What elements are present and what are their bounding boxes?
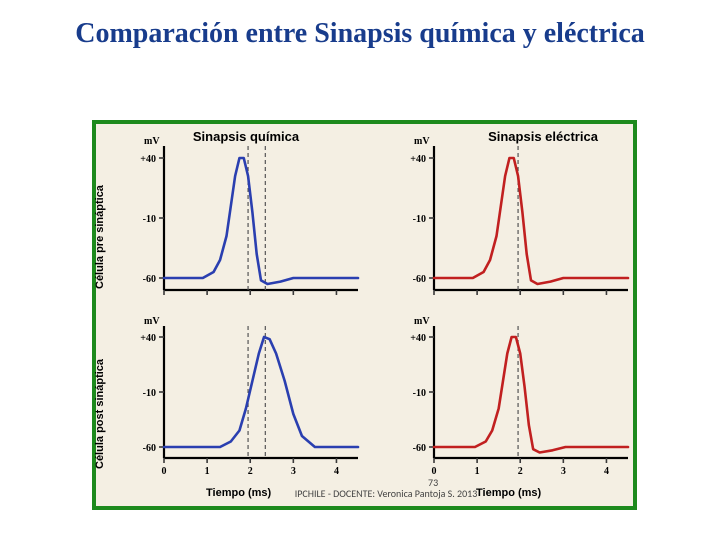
svg-text:-60: -60 (143, 443, 156, 454)
svg-text:-60: -60 (413, 443, 426, 454)
svg-text:+40: +40 (140, 154, 156, 165)
svg-text:-60: -60 (413, 274, 426, 285)
svg-text:-10: -10 (143, 214, 156, 225)
svg-text:mV: mV (144, 136, 160, 147)
svg-text:+40: +40 (410, 154, 426, 165)
svg-text:3: 3 (291, 466, 296, 477)
chart-quimica-post: mV +40 -10 -60 0 1 2 3 4 (116, 310, 366, 480)
svg-text:2: 2 (248, 466, 253, 477)
svg-text:-10: -10 (143, 388, 156, 399)
svg-text:-60: -60 (143, 274, 156, 285)
svg-text:mV: mV (414, 316, 430, 327)
svg-text:+40: +40 (410, 333, 426, 344)
figure-frame: Sinapsis química Sinapsis eléctrica Célu… (92, 120, 637, 510)
svg-text:4: 4 (334, 466, 339, 477)
chart-electrica-pre: mV +40 -10 -60 (386, 130, 636, 300)
chart-quimica-pre: mV +40 -10 -60 (116, 130, 366, 300)
ylabel-post: Célula post sináptica (94, 359, 106, 469)
svg-text:mV: mV (414, 136, 430, 147)
svg-text:+40: +40 (140, 333, 156, 344)
svg-text:-10: -10 (413, 214, 426, 225)
svg-text:-10: -10 (413, 388, 426, 399)
chart-electrica-post: mV+40-10-6001234 (386, 310, 636, 480)
svg-text:2: 2 (518, 466, 523, 477)
svg-text:1: 1 (475, 466, 480, 477)
svg-text:mV: mV (144, 316, 160, 327)
footer-text: IPCHILE - DOCENTE: Veronica Pantoja S. 2… (236, 487, 536, 500)
svg-text:4: 4 (604, 466, 609, 477)
footer-page: 73 (428, 476, 438, 489)
slide-title: Comparación entre Sinapsis química y elé… (0, 0, 720, 58)
svg-text:0: 0 (162, 466, 167, 477)
svg-text:3: 3 (561, 466, 566, 477)
ylabel-pre: Célula pre sináptica (94, 185, 106, 289)
svg-text:1: 1 (205, 466, 210, 477)
